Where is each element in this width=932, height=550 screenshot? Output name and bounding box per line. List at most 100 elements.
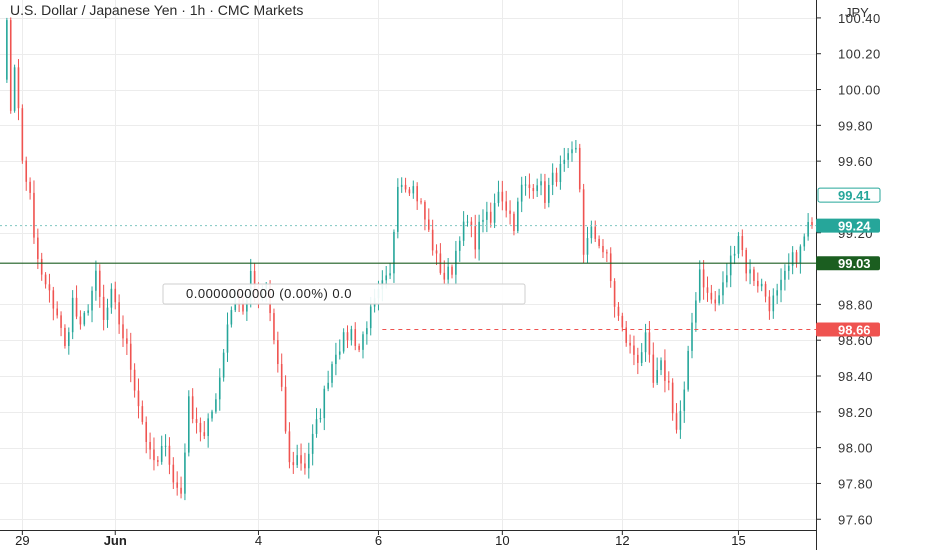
- candle-body: [683, 389, 686, 411]
- candle-body: [137, 390, 140, 407]
- candle-body: [625, 327, 628, 343]
- candle-body: [590, 226, 593, 239]
- candle-body: [218, 377, 221, 400]
- candle-body: [52, 290, 55, 309]
- candle-body: [571, 149, 573, 154]
- measure-tooltip[interactable]: 0.0000000000 (0.00%) 0.0: [162, 283, 526, 305]
- candle-body: [129, 343, 132, 370]
- price-tick-label: 98.20: [838, 405, 873, 420]
- candle-body: [660, 360, 662, 371]
- candle-body: [764, 283, 767, 297]
- time-axis-ticks: 29 Jun 4 6 10 12 15: [15, 530, 746, 548]
- candle-body: [536, 185, 538, 192]
- candle-body: [791, 252, 794, 266]
- candle-body: [397, 186, 399, 232]
- candle-body: [6, 20, 8, 80]
- candle-body: [757, 280, 759, 287]
- candle-body: [582, 189, 585, 255]
- candle-body: [172, 464, 175, 483]
- candle-body: [451, 266, 453, 275]
- candle-body: [698, 269, 701, 301]
- candle-body: [784, 270, 786, 280]
- candle-body: [613, 281, 616, 307]
- candle-body: [56, 308, 58, 316]
- candle-body: [288, 431, 291, 463]
- candle-body: [540, 181, 542, 186]
- candle-body: [528, 184, 531, 189]
- candle-body: [157, 460, 159, 462]
- candle-body: [609, 253, 612, 282]
- candle-body: [338, 351, 341, 355]
- candle-body: [598, 238, 600, 246]
- candle-body: [733, 253, 736, 256]
- candle-body: [749, 269, 751, 274]
- time-tick-label: 15: [731, 533, 745, 548]
- candle-body: [474, 225, 477, 250]
- candle-body: [412, 186, 415, 194]
- candle-body: [787, 265, 790, 271]
- candle-body: [524, 184, 527, 186]
- price-tag-box: [816, 322, 880, 337]
- candle-body: [199, 422, 202, 433]
- candle-body: [629, 342, 631, 346]
- time-tick-label: 12: [615, 533, 629, 548]
- price-tick-label: 98.00: [838, 441, 873, 456]
- grid-lines: [0, 0, 816, 530]
- candle-body: [13, 67, 16, 111]
- candle-body: [393, 231, 395, 274]
- candle-body: [118, 302, 120, 325]
- price-tick-label: 99.80: [838, 118, 873, 133]
- candle-body: [17, 67, 20, 109]
- candle-body: [706, 287, 709, 293]
- candle-body: [458, 240, 461, 251]
- candle-body: [83, 312, 86, 325]
- candle-body: [87, 310, 89, 313]
- candle-body: [335, 354, 337, 365]
- candle-body: [501, 191, 504, 202]
- price-axis-tags: 99.41 99.24 99.03 98.66: [816, 187, 881, 337]
- candle-body: [230, 310, 233, 325]
- candle-body: [242, 303, 244, 312]
- candle-body: [71, 297, 74, 333]
- candle-body: [555, 172, 558, 183]
- candle-body: [633, 345, 635, 355]
- candle-body: [215, 399, 217, 412]
- candle-body: [594, 226, 597, 239]
- candle-body: [493, 203, 496, 223]
- candle-body: [768, 296, 771, 312]
- candle-body: [462, 221, 465, 241]
- candle-body: [180, 487, 182, 494]
- price-tag-label: 99.03: [838, 256, 871, 271]
- candle-body: [404, 184, 407, 190]
- candle-body: [37, 237, 39, 259]
- candle-body: [780, 279, 782, 291]
- candle-body: [133, 369, 136, 391]
- tag-99-41: 99.41: [817, 187, 881, 203]
- candle-body: [106, 307, 109, 320]
- candle-body: [602, 245, 604, 253]
- candle-body: [532, 188, 535, 192]
- candle-body: [606, 252, 608, 254]
- candle-body: [153, 449, 155, 461]
- candle-body: [741, 236, 744, 251]
- candle-body: [369, 306, 372, 329]
- candle-body: [110, 288, 113, 308]
- price-tag-box: [817, 187, 881, 203]
- candle-body: [68, 332, 70, 346]
- candle-body: [621, 315, 624, 328]
- candle-body: [729, 255, 732, 276]
- candle-body: [760, 283, 763, 287]
- candle-body: [187, 396, 190, 453]
- candle-body: [95, 270, 97, 291]
- candle-body: [509, 210, 511, 214]
- candle-body: [617, 306, 620, 316]
- candle-body: [207, 418, 209, 437]
- candle-body: [505, 201, 508, 211]
- candle-body: [327, 382, 329, 389]
- candle-body: [354, 329, 357, 346]
- candle-body: [656, 370, 658, 383]
- axis-panel[interactable]: [816, 0, 932, 550]
- candle-body: [544, 181, 546, 203]
- candle-body: [753, 269, 755, 281]
